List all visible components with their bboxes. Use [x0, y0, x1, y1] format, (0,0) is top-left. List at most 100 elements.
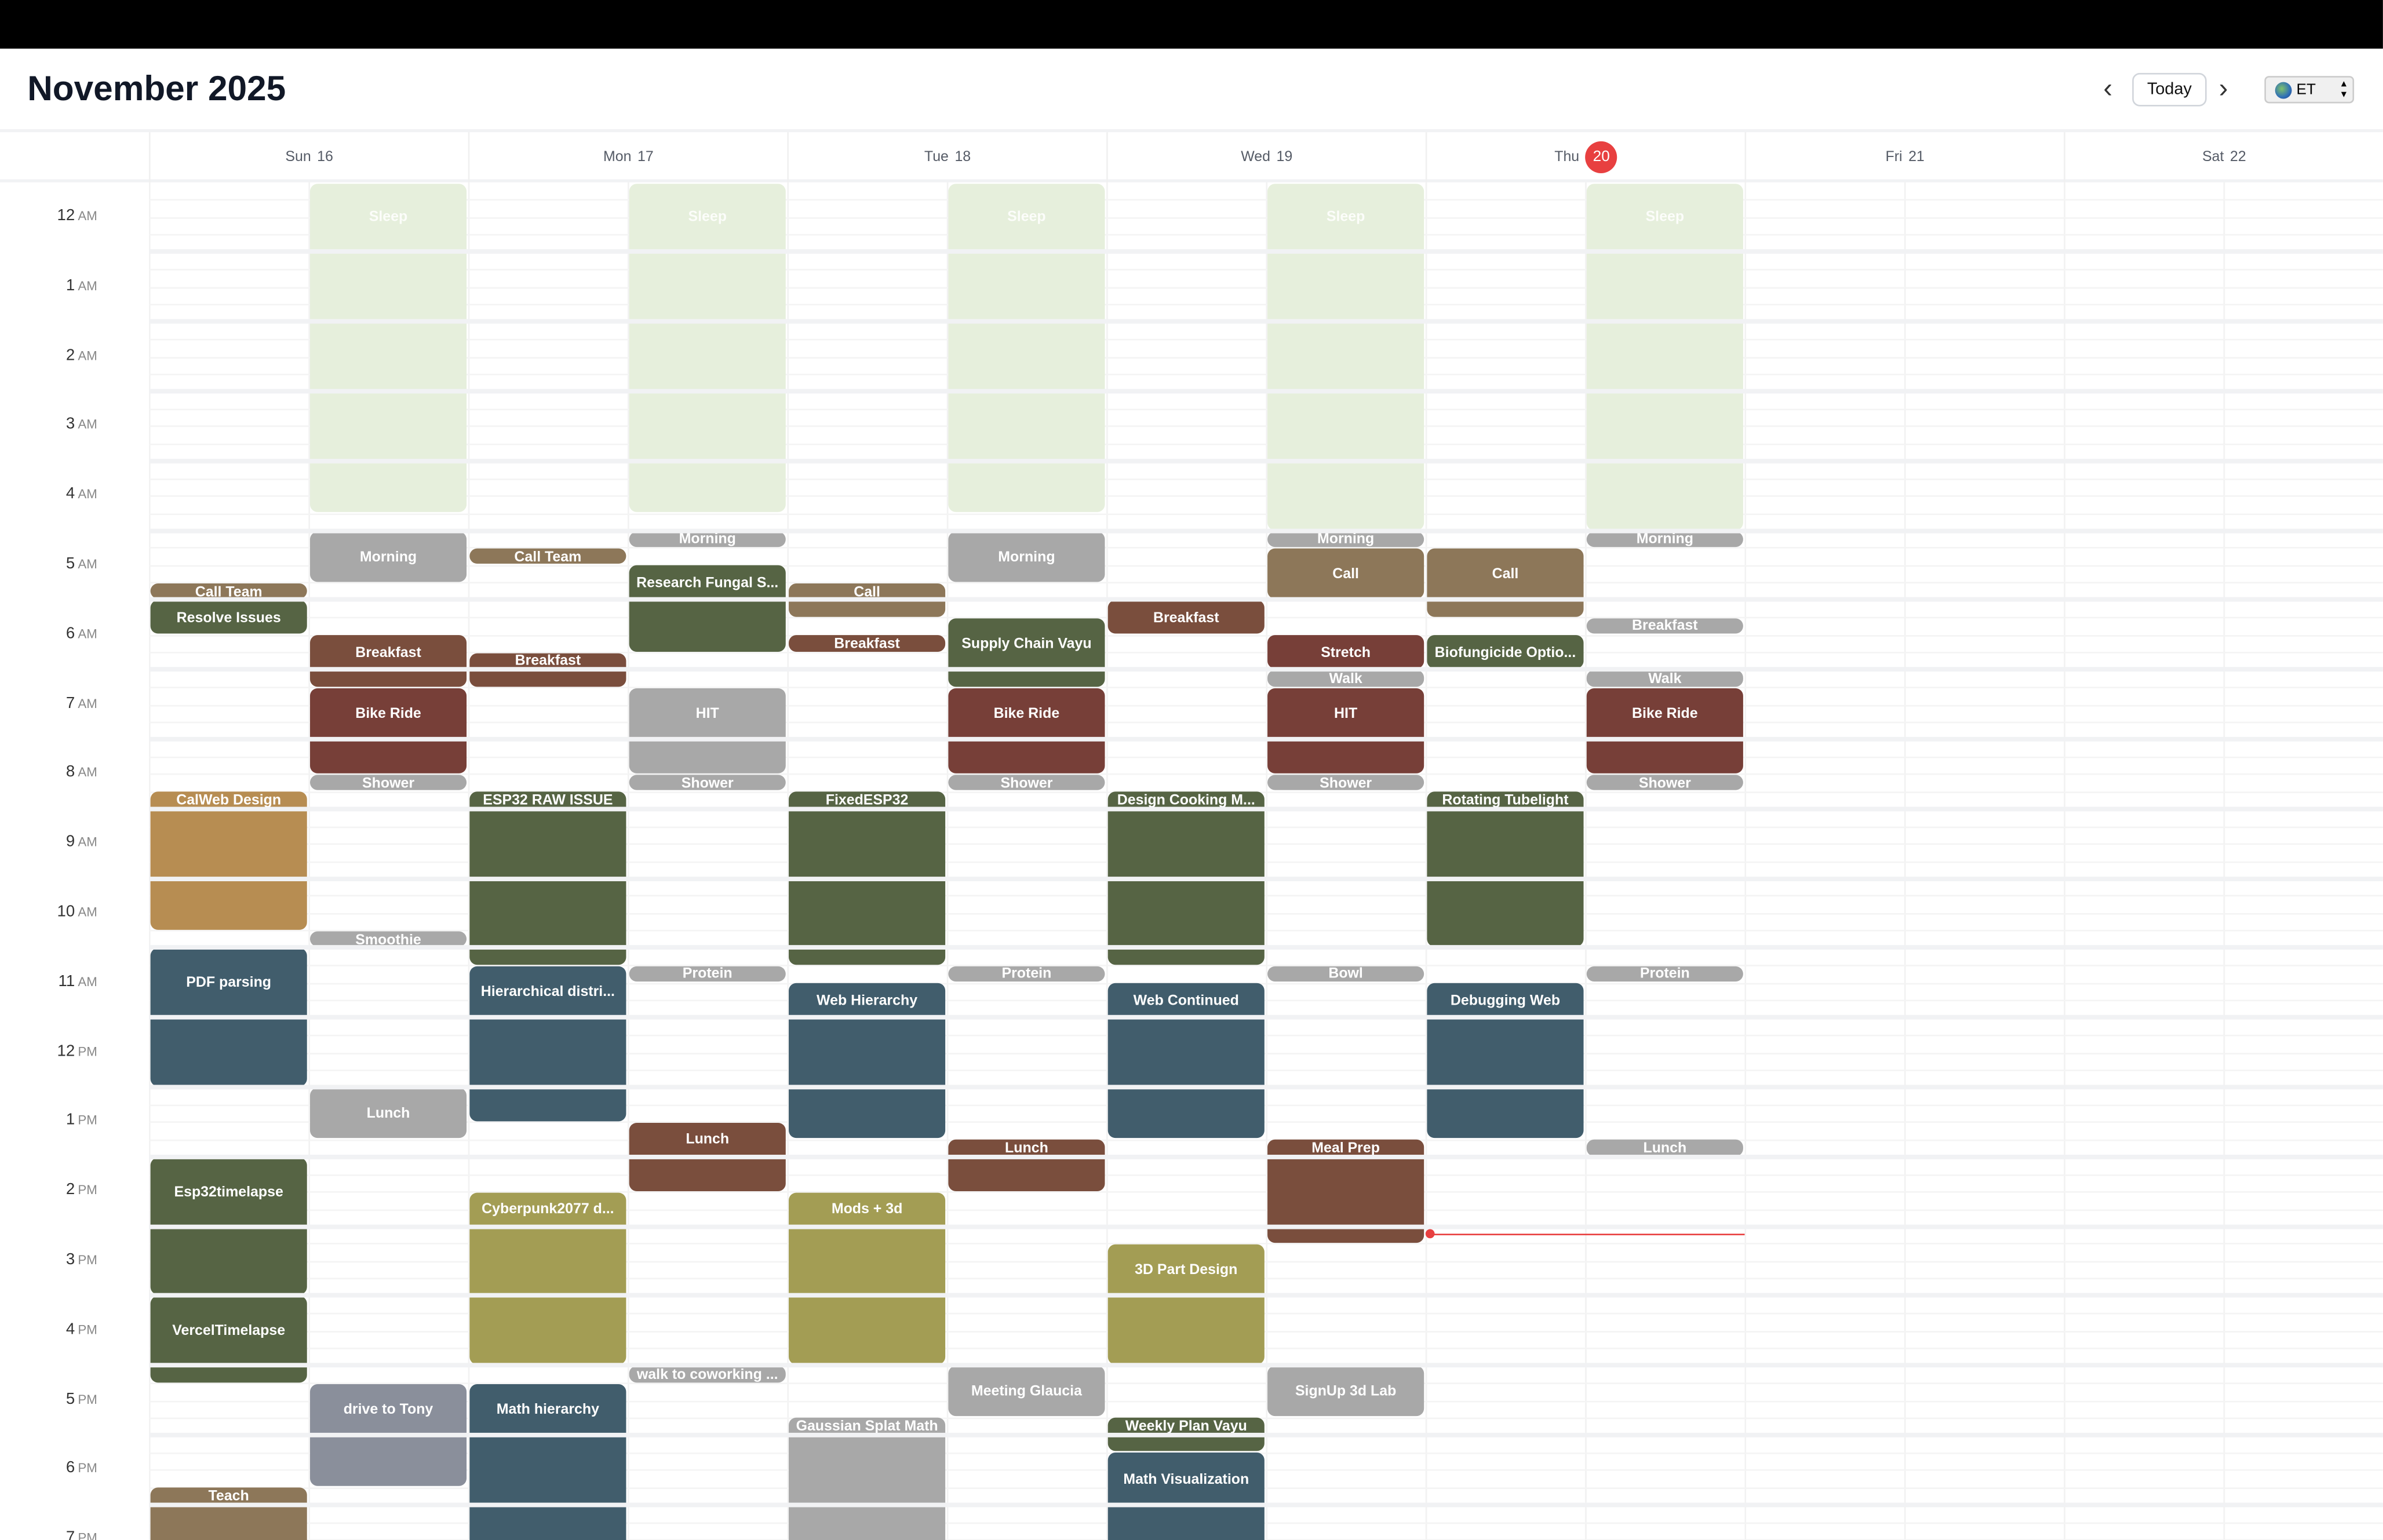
calendar-event[interactable]: Web Continued — [1107, 983, 1265, 1138]
chevron-right-icon[interactable]: › — [2218, 72, 2228, 104]
calendar-event[interactable]: Call — [1267, 548, 1424, 599]
calendar-event[interactable]: Call — [1427, 548, 1584, 616]
calendar-event[interactable]: 3D Part Design — [1107, 1244, 1265, 1365]
calendar-event[interactable]: Shower — [309, 774, 467, 791]
calendar-event[interactable]: HIT — [1267, 687, 1424, 773]
calendar-event[interactable]: Breakfast — [789, 635, 946, 652]
calendar-event[interactable]: Protein — [629, 966, 786, 982]
event-title: Esp32timelapse — [174, 1184, 283, 1200]
quarter-hour-line — [148, 895, 2383, 897]
calendar-event[interactable]: Hierarchical distri... — [469, 966, 626, 1121]
quarter-hour-line — [148, 617, 2383, 619]
calendar-event[interactable]: Breakfast — [309, 635, 467, 687]
calendar-event[interactable]: drive to Tony — [309, 1383, 467, 1487]
calendar-event[interactable]: Lunch — [309, 1088, 467, 1138]
calendar-event[interactable]: Morning — [948, 531, 1105, 582]
calendar-event[interactable]: Call Team — [150, 583, 307, 599]
calendar-event[interactable]: Shower — [629, 774, 786, 791]
chevron-left-icon[interactable]: ‹ — [2103, 72, 2113, 104]
hour-number: 1 — [65, 1111, 75, 1130]
calendar-event[interactable]: Shower — [948, 774, 1105, 791]
hour-number: 2 — [65, 345, 75, 364]
calendar-event[interactable]: Morning — [1267, 531, 1424, 547]
event-title: Meal Prep — [1311, 1140, 1380, 1157]
calendar-event[interactable]: CalWeb Design — [150, 791, 307, 930]
calendar-event[interactable]: Sleep — [1586, 183, 1743, 530]
calendar-event[interactable]: Web Hierarchy — [789, 983, 946, 1138]
calendar-event[interactable]: Call — [789, 583, 946, 616]
calendar-event[interactable]: ESP32 RAW ISSUE — [469, 791, 626, 965]
calendar-event[interactable]: Sleep — [629, 183, 786, 512]
calendar-event[interactable]: Smoothie — [309, 931, 467, 947]
event-title: Call — [1332, 566, 1359, 583]
calendar-event[interactable]: Lunch — [948, 1140, 1105, 1191]
event-title: Stretch — [1321, 644, 1371, 662]
calendar-event[interactable]: Bowl — [1267, 966, 1424, 982]
calendar-event[interactable]: Sleep — [948, 183, 1105, 512]
today-button[interactable]: Today — [2132, 72, 2207, 107]
calendar-event[interactable]: Rotating Tubelight — [1427, 791, 1584, 947]
calendar-event[interactable]: Walk — [1586, 670, 1743, 687]
calendar-event[interactable]: Walk — [1267, 670, 1424, 687]
day-header-tue[interactable]: Tue 18 — [787, 132, 1106, 183]
day-header-wed[interactable]: Wed 19 — [1106, 132, 1426, 183]
calendar-event[interactable]: Mods + 3d — [789, 1192, 946, 1365]
calendar-event[interactable]: FixedESP32 — [789, 791, 946, 965]
day-header-thu[interactable]: Thu 20 — [1425, 132, 1745, 183]
calendar-event[interactable]: Stretch — [1267, 635, 1424, 669]
calendar-event[interactable]: Protein — [948, 966, 1105, 982]
top-bar — [0, 0, 2383, 49]
calendar-event[interactable]: Lunch — [629, 1122, 786, 1191]
hour-period: AM — [78, 417, 97, 432]
calendar-event[interactable]: walk to coworking ... — [629, 1366, 786, 1382]
time-grid[interactable]: 12 AM 1 AM 2 AM 3 AM 4 AM 5 AM 6 AM 7 AM 8 AM 9 AM 10 AM 11 AM 1… — [0, 182, 2383, 1540]
day-header-mon[interactable]: Mon 17 — [468, 132, 788, 183]
calendar-event[interactable]: Design Cooking M... — [1107, 791, 1265, 965]
calendar-event[interactable]: PDF parsing — [150, 948, 307, 1086]
calendar-event[interactable]: Biofungicide Optio... — [1427, 635, 1584, 669]
calendar-event[interactable]: Shower — [1267, 774, 1424, 791]
calendar-event[interactable]: Protein — [1586, 966, 1743, 982]
calendar-event[interactable]: Meal Prep — [1267, 1140, 1424, 1243]
calendar-event[interactable]: Resolve Issues — [150, 600, 307, 634]
calendar-event[interactable]: Debugging Web — [1427, 983, 1584, 1138]
event-title: CalWeb Design — [176, 792, 282, 809]
calendar-event[interactable]: Morning — [309, 531, 467, 582]
calendar-event[interactable]: Lunch — [1586, 1140, 1743, 1156]
calendar-event[interactable]: Meeting Glaucia — [948, 1366, 1105, 1417]
calendar-event[interactable]: Breakfast — [469, 652, 626, 687]
calendar-event[interactable]: Sleep — [1267, 183, 1424, 530]
day-header-sun[interactable]: Sun 16 — [148, 132, 468, 183]
calendar-event[interactable]: Morning — [1586, 531, 1743, 547]
calendar-event[interactable]: Research Fungal S... — [629, 565, 786, 652]
day-header-sat[interactable]: Sat 22 — [2064, 132, 2383, 183]
calendar-event[interactable]: SignUp 3d Lab — [1267, 1366, 1424, 1417]
calendar-event[interactable]: Gaussian Splat Math — [789, 1418, 946, 1540]
calendar-event[interactable]: Shower — [1586, 774, 1743, 791]
timezone-select[interactable]: ET ▴ ▾ — [2264, 76, 2355, 104]
hour-label: 3 PM — [0, 1250, 97, 1268]
event-title: Bike Ride — [355, 705, 421, 722]
calendar-event[interactable]: Cyberpunk2077 d... — [469, 1192, 626, 1365]
hour-number: 8 — [65, 763, 75, 782]
hour-label: 6 AM — [0, 624, 97, 642]
calendar-event[interactable]: Teach — [150, 1487, 307, 1540]
calendar-event[interactable]: Bike Ride — [309, 687, 467, 773]
calendar-event[interactable]: Call Team — [469, 548, 626, 564]
hour-number: 11 — [58, 972, 75, 991]
calendar-event[interactable]: VercelTimelapse — [150, 1296, 307, 1382]
calendar-event[interactable]: Breakfast — [1107, 600, 1265, 634]
event-title: Design Cooking M... — [1117, 792, 1255, 809]
calendar-event[interactable]: Math Visualization — [1107, 1453, 1265, 1540]
calendar-event[interactable]: Math hierarchy — [469, 1383, 626, 1540]
calendar-event[interactable]: Bike Ride — [948, 687, 1105, 773]
calendar-event[interactable]: Esp32timelapse — [150, 1157, 307, 1296]
calendar-event[interactable]: Breakfast — [1586, 618, 1743, 634]
calendar-event[interactable]: Supply Chain Vayu — [948, 618, 1105, 687]
calendar-event[interactable]: Bike Ride — [1586, 687, 1743, 773]
calendar-event[interactable]: Sleep — [309, 183, 467, 512]
calendar-event[interactable]: Morning — [629, 531, 786, 547]
calendar-event[interactable]: HIT — [629, 687, 786, 773]
calendar-event[interactable]: Weekly Plan Vayu — [1107, 1418, 1265, 1452]
day-header-fri[interactable]: Fri 21 — [1744, 132, 2064, 183]
